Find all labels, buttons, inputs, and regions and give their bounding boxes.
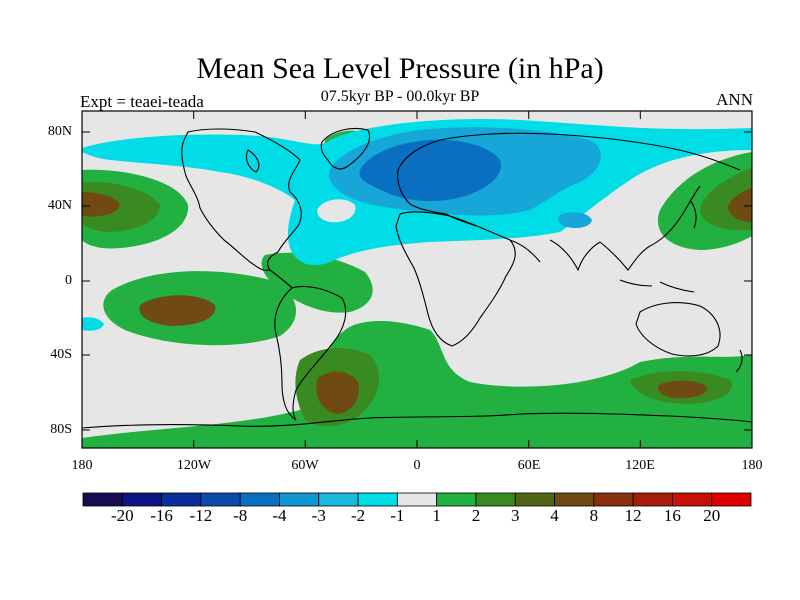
field-positive-pacific-east <box>261 252 373 313</box>
colorbar-box <box>318 492 359 507</box>
field-negative-east-pacific <box>82 317 104 331</box>
colorbar-label: -20 <box>110 506 134 525</box>
colorbar-label: 1 <box>432 506 441 525</box>
lat-label-40n: 40N <box>47 198 72 213</box>
chart-title: Mean Sea Level Pressure (in hPa) <box>196 52 604 85</box>
colorbar-box <box>436 492 477 507</box>
map-field <box>82 111 752 448</box>
chart-subtitle: 07.5kyr BP - 00.0kyr BP <box>320 88 480 105</box>
colorbar-label: -2 <box>350 506 366 525</box>
axis-ticks <box>81 111 753 448</box>
colorbar-box <box>593 492 634 507</box>
lat-label-80s: 80S <box>50 422 72 437</box>
field-moderate-negative-asia <box>557 212 592 228</box>
colorbar <box>82 492 752 507</box>
colorbar-box <box>279 492 320 507</box>
lon-label-180e: 180 <box>741 458 763 473</box>
colorbar-box <box>672 492 713 507</box>
colorbar-box <box>632 492 673 507</box>
colorbar-box <box>357 492 398 507</box>
lat-label-80n: 80N <box>47 124 72 139</box>
colorbar-label: 2 <box>471 506 481 525</box>
lon-label-60e: 60E <box>517 458 541 473</box>
colorbar-label: 8 <box>589 506 599 525</box>
field-strong-negative-europe <box>359 139 501 202</box>
lon-label-120e: 120E <box>625 458 655 473</box>
lon-label-180w: 180 <box>71 458 93 473</box>
colorbar-label: 12 <box>624 506 642 525</box>
lon-label-0: 0 <box>413 458 421 473</box>
field-strong-north-pacific-east <box>728 188 752 222</box>
colorbar-label: -4 <box>272 506 287 525</box>
lat-label-40s: 40S <box>50 347 72 362</box>
field-neutral-hole-atlantic <box>317 199 356 223</box>
colorbar-box <box>554 492 595 507</box>
colorbar-label: 20 <box>703 506 721 525</box>
colorbar-label: -12 <box>189 506 213 525</box>
colorbar-label: 3 <box>510 506 520 525</box>
field-positive-southern <box>82 321 752 448</box>
lon-label-120w: 120W <box>176 458 212 473</box>
colorbar-box <box>82 492 123 507</box>
colorbar-label: -8 <box>233 506 248 525</box>
colorbar-box <box>121 492 162 507</box>
lon-label-60w: 60W <box>291 458 319 473</box>
field-strong-south-indian <box>658 380 708 399</box>
colorbar-label: -3 <box>311 506 326 525</box>
period-label: ANN <box>716 90 753 109</box>
experiment-label: Expt = teaei-teada <box>80 92 204 111</box>
colorbar-box <box>200 492 241 507</box>
field-strong-north-pacific-west <box>82 192 120 217</box>
colorbar-box <box>161 492 202 507</box>
colorbar-box <box>396 492 438 507</box>
lat-label-0: 0 <box>65 273 72 288</box>
colorbar-label: 4 <box>550 506 559 525</box>
colorbar-box <box>475 492 516 507</box>
field-strong-south-pacific <box>139 295 216 326</box>
coastlines <box>82 127 752 429</box>
colorbar-box <box>711 492 752 507</box>
colorbar-label: -16 <box>150 506 173 525</box>
colorbar-label: -1 <box>390 506 405 525</box>
field-strong-southern-atlantic <box>316 371 359 414</box>
colorbar-label: 16 <box>663 506 681 525</box>
colorbar-box <box>239 492 280 507</box>
colorbar-box <box>514 492 555 507</box>
